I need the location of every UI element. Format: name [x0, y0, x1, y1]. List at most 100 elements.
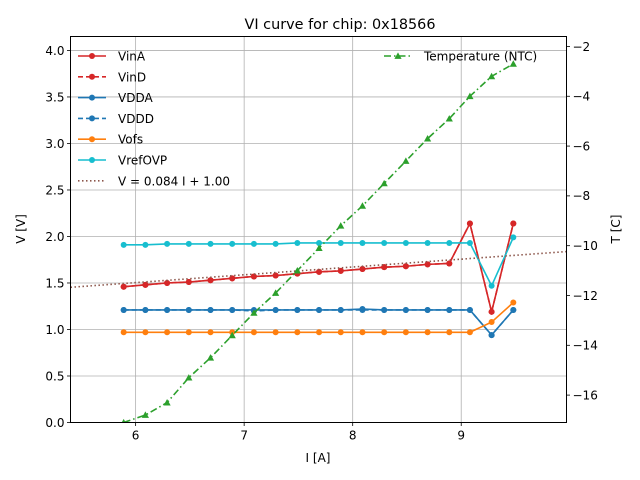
- y-tick-label: 4.0: [45, 44, 64, 58]
- data-point: [510, 220, 517, 227]
- data-point: [315, 244, 323, 252]
- data-point: [380, 179, 388, 187]
- series-temperature-ntc: [121, 60, 517, 423]
- y2-tick-label: −10: [573, 239, 598, 253]
- data-point: [446, 306, 453, 313]
- data-point: [424, 329, 431, 336]
- legend-item-vddd: VDDD: [78, 112, 154, 126]
- y2-tick-label: −16: [573, 388, 598, 402]
- data-point: [206, 354, 215, 361]
- data-point: [250, 329, 257, 336]
- y-tick-label: 0.0: [45, 416, 64, 430]
- legend-label: VinD: [118, 70, 146, 84]
- data-point: [164, 279, 171, 286]
- series-v-0-084-i-1-00: [70, 250, 567, 289]
- data-point: [229, 306, 236, 313]
- data-point: [207, 306, 214, 313]
- y2-tick-label: −4: [573, 90, 591, 104]
- data-point: [358, 202, 367, 209]
- data-point: [293, 266, 301, 274]
- plot-frame: [70, 36, 567, 423]
- data-point: [488, 282, 495, 289]
- x-axis-ticks: 6 7 8 9: [132, 422, 465, 443]
- legend-marker: [89, 157, 95, 163]
- legend-label: Vofs: [118, 133, 143, 147]
- data-point: [185, 240, 192, 247]
- data-point: [250, 309, 258, 316]
- legend-left: VinA VinD VDDA VDDD Vofs VrefOVP V = 0.084 I +…: [78, 50, 230, 188]
- series-vofs: [120, 299, 517, 336]
- data-point: [164, 240, 171, 247]
- legend-item-vdda: VDDA: [78, 91, 153, 105]
- legend-marker: [89, 115, 95, 122]
- y-tick-label: 2.0: [45, 230, 64, 244]
- data-point: [337, 329, 344, 336]
- data-point: [185, 374, 193, 381]
- data-point: [381, 239, 388, 246]
- y2-tick-label: −12: [573, 289, 598, 303]
- data-point: [466, 306, 473, 313]
- data-point: [272, 272, 279, 279]
- data-point: [272, 306, 279, 313]
- x-tick-label: 8: [349, 429, 357, 443]
- data-point: [207, 277, 214, 284]
- data-point: [337, 306, 344, 313]
- data-point: [272, 240, 279, 247]
- data-point: [402, 329, 409, 336]
- data-point: [424, 239, 431, 246]
- y2-tick-label: −14: [573, 339, 598, 353]
- data-point: [142, 306, 149, 313]
- data-point: [272, 289, 280, 296]
- data-point: [488, 72, 496, 80]
- legend-item-vofs: Vofs: [78, 133, 143, 147]
- data-point: [488, 332, 495, 339]
- data-point: [294, 329, 301, 336]
- data-point: [446, 260, 453, 267]
- data-point: [316, 329, 323, 336]
- y-axis-label: V [V]: [14, 214, 28, 244]
- data-point: [381, 306, 388, 313]
- data-point: [402, 306, 409, 313]
- data-point: [381, 264, 388, 271]
- data-point: [250, 273, 257, 280]
- data-point: [446, 239, 453, 246]
- data-point: [316, 268, 323, 275]
- data-point: [228, 331, 236, 339]
- data-point: [359, 329, 366, 336]
- y2-tick-label: −6: [573, 139, 591, 153]
- data-point: [466, 220, 473, 227]
- y2-axis-label: T [C]: [609, 215, 623, 245]
- data-point: [510, 234, 517, 241]
- data-point: [359, 239, 366, 246]
- legend-right: Temperature (NTC): [384, 50, 537, 64]
- y-axis-ticks: 0.0 0.5 1.0 1.5 2.0 2.5 3.0 3.5 4.0: [45, 44, 71, 430]
- data-point: [294, 306, 301, 313]
- legend-item-vind: VinD: [78, 70, 146, 84]
- x-tick-label: 6: [132, 429, 140, 443]
- x-tick-label: 7: [240, 429, 248, 443]
- series-vrefovp: [120, 234, 517, 289]
- data-point: [121, 418, 126, 423]
- data-point: [359, 306, 366, 313]
- legend-label: V = 0.084 I + 1.00: [118, 174, 230, 188]
- data-point: [142, 281, 149, 288]
- data-point: [402, 239, 409, 246]
- data-point: [250, 240, 257, 247]
- data-point: [510, 306, 517, 313]
- x-axis-label: I [A]: [306, 451, 331, 465]
- data-point: [381, 329, 388, 336]
- data-point: [337, 267, 344, 274]
- legend-label: VinA: [118, 50, 146, 64]
- data-point: [141, 411, 149, 418]
- chart-title: VI curve for chip: 0x18566: [245, 17, 436, 33]
- legend-item-vrefovp: VrefOVP: [78, 154, 167, 168]
- y2-axis-ticks: −16 −14 −12 −10 −8 −6 −4 −2: [566, 40, 598, 402]
- data-point: [229, 275, 236, 282]
- data-point: [316, 239, 323, 246]
- data-point: [207, 240, 214, 247]
- data-point: [466, 239, 473, 246]
- data-point: [509, 60, 517, 67]
- legend-label: Temperature (NTC): [423, 50, 537, 64]
